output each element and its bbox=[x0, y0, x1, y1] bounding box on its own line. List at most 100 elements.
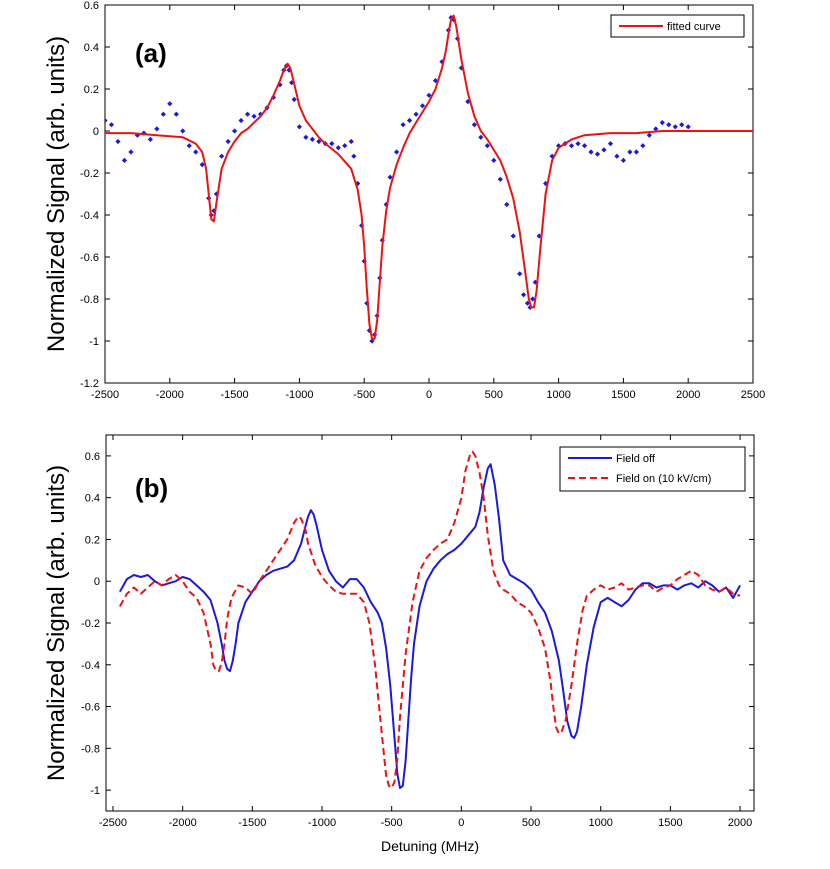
data-point bbox=[484, 143, 490, 149]
data-point bbox=[186, 143, 192, 149]
legend: fitted curve bbox=[610, 14, 745, 38]
y-axis-label: Normalized Signal (arb. units) bbox=[43, 465, 70, 781]
legend-box bbox=[610, 14, 745, 38]
y-tick-label: 0.4 bbox=[84, 42, 99, 54]
data-point bbox=[458, 65, 464, 71]
data-point bbox=[309, 136, 315, 142]
series-line-field-on-10-kv-cm bbox=[119, 450, 741, 789]
y-tick-label: 0.2 bbox=[85, 534, 100, 546]
data-point bbox=[225, 138, 231, 145]
data-point bbox=[448, 15, 454, 21]
data-point bbox=[510, 233, 516, 239]
series-line-fitted-curve bbox=[105, 14, 753, 340]
data-point bbox=[406, 117, 413, 124]
x-tick-label: -1500 bbox=[221, 389, 249, 401]
x-tick-label: 1000 bbox=[588, 817, 612, 829]
data-point bbox=[244, 111, 251, 117]
data-point bbox=[147, 136, 153, 142]
data-point bbox=[556, 143, 562, 149]
legend-label: fitted curve bbox=[667, 21, 721, 33]
data-point bbox=[193, 149, 199, 155]
x-tick-label: -2000 bbox=[156, 389, 184, 401]
data-point bbox=[348, 138, 354, 145]
data-point bbox=[121, 157, 128, 163]
data-point bbox=[679, 122, 685, 128]
x-tick-label: -500 bbox=[353, 389, 375, 401]
data-point bbox=[672, 124, 678, 130]
data-point bbox=[471, 122, 477, 128]
data-point bbox=[105, 117, 108, 124]
x-tick-label: -2500 bbox=[91, 389, 119, 401]
data-point bbox=[160, 111, 166, 117]
data-point bbox=[329, 141, 335, 147]
data-point bbox=[413, 111, 419, 117]
legend-label: Field off bbox=[616, 453, 656, 465]
x-tick-label: 500 bbox=[485, 389, 503, 401]
data-point bbox=[154, 126, 160, 132]
series-group bbox=[119, 450, 741, 789]
y-tick-label: -0.2 bbox=[80, 168, 99, 180]
data-point bbox=[291, 96, 297, 103]
legend: Field off Field on (10 kV/cm) bbox=[559, 446, 746, 492]
data-point bbox=[478, 134, 484, 140]
y-tick-label: 0 bbox=[93, 126, 99, 138]
data-point bbox=[199, 162, 205, 168]
legend-label: Field on (10 kV/cm) bbox=[616, 473, 711, 485]
x-tick-label: 2000 bbox=[728, 817, 752, 829]
data-point bbox=[640, 143, 646, 149]
series-line-field-off bbox=[119, 463, 741, 789]
data-point bbox=[521, 292, 527, 298]
data-point bbox=[128, 149, 134, 155]
data-point bbox=[219, 153, 225, 159]
data-point bbox=[296, 124, 302, 130]
data-point bbox=[316, 138, 322, 145]
plot-area bbox=[105, 434, 755, 812]
data-point bbox=[685, 124, 691, 130]
panel-label: (a) bbox=[135, 38, 167, 68]
data-point bbox=[666, 122, 672, 128]
data-point bbox=[653, 126, 659, 132]
y-tick-label: -0.4 bbox=[80, 210, 99, 222]
data-point bbox=[426, 92, 432, 98]
data-point bbox=[289, 80, 295, 86]
y-tick-label: -1 bbox=[90, 785, 100, 797]
data-point bbox=[633, 149, 639, 155]
x-tick-label: 1500 bbox=[658, 817, 682, 829]
y-tick-label: -0.4 bbox=[81, 660, 100, 672]
data-point bbox=[532, 279, 538, 285]
data-point bbox=[257, 111, 264, 117]
data-point bbox=[517, 271, 523, 277]
data-point bbox=[277, 82, 283, 88]
data-point bbox=[303, 134, 309, 140]
y-tick-label: -0.6 bbox=[80, 252, 99, 264]
data-point bbox=[173, 111, 179, 117]
data-point bbox=[568, 143, 575, 149]
x-tick-label: 1500 bbox=[611, 389, 635, 401]
panel-a: -2500 -2000 -1500 -1000 -500 0 500 1000 1500 2000… bbox=[43, 0, 765, 401]
y-axis-label: Normalized Signal (arb. units) bbox=[43, 36, 70, 352]
x-tick-label: -1000 bbox=[285, 389, 313, 401]
data-point bbox=[180, 128, 186, 134]
plot-area bbox=[104, 4, 754, 384]
data-point bbox=[355, 180, 361, 187]
y-tick-label: 0.6 bbox=[85, 451, 100, 463]
x-tick-label: 1000 bbox=[546, 389, 570, 401]
data-point bbox=[108, 122, 115, 128]
data-point bbox=[620, 157, 626, 163]
data-point bbox=[659, 120, 665, 126]
data-point bbox=[232, 128, 238, 134]
x-tick-label: -2500 bbox=[99, 817, 127, 829]
x-tick-label: 2500 bbox=[741, 389, 765, 401]
legend-box bbox=[559, 446, 746, 492]
data-point bbox=[581, 143, 588, 149]
data-point bbox=[238, 117, 244, 124]
y-tick-label: 0.2 bbox=[84, 84, 99, 96]
data-point bbox=[491, 157, 497, 163]
y-tick-label: -1 bbox=[89, 336, 99, 348]
data-point bbox=[614, 153, 620, 159]
data-point bbox=[251, 113, 257, 119]
data-point bbox=[439, 59, 445, 65]
y-tick-label: 0 bbox=[94, 576, 100, 588]
data-point bbox=[419, 103, 426, 109]
